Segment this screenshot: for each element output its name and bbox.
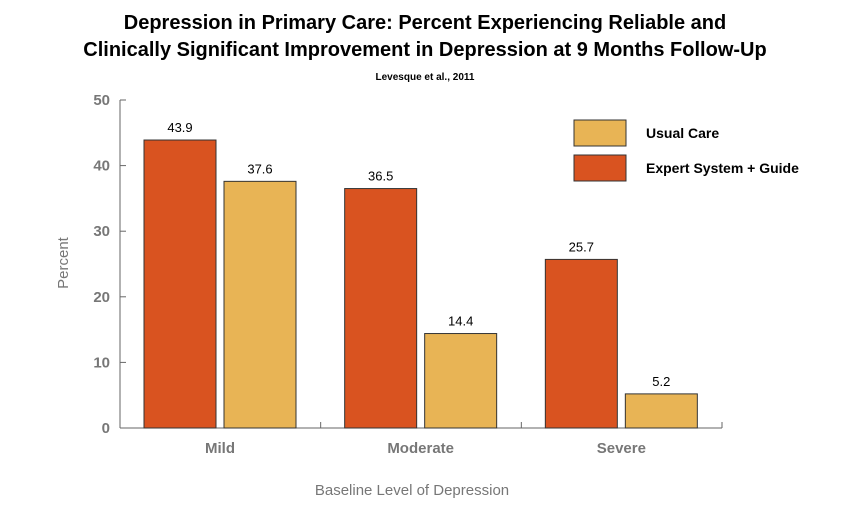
chart-title-line-1: Depression in Primary Care: Percent Expe… bbox=[124, 12, 726, 34]
legend-swatch bbox=[573, 154, 627, 182]
y-tick-label: 40 bbox=[93, 158, 110, 175]
y-tick-label: 0 bbox=[102, 420, 110, 437]
bar-severe-usual-care bbox=[624, 393, 698, 429]
bar-severe-expert-system-guide bbox=[544, 258, 618, 429]
bar-mild-expert-system-guide bbox=[143, 139, 217, 429]
bar-value-label: 14.4 bbox=[448, 314, 473, 329]
legend-label: Expert System + Guide bbox=[646, 160, 799, 176]
bar-mild-usual-care bbox=[223, 180, 297, 429]
x-category-label: Moderate bbox=[387, 440, 454, 457]
y-tick-label: 30 bbox=[93, 223, 110, 240]
bars: 43.9 37.6 36.5 14.4 25.7 5.2 bbox=[143, 120, 698, 429]
chart-title-line-2: Clinically Significant Improvement in De… bbox=[83, 39, 766, 61]
x-category-label: Severe bbox=[597, 440, 646, 457]
x-axis-title: Baseline Level of Depression bbox=[315, 482, 509, 499]
bar-value-label: 36.5 bbox=[368, 169, 393, 184]
x-category-label: Mild bbox=[205, 440, 235, 457]
legend: Usual Care Expert System + Guide bbox=[573, 119, 799, 182]
axes: 0 10 20 30 40 50 Mild Moderate Severe bbox=[93, 92, 723, 457]
y-tick-label: 50 bbox=[93, 92, 110, 109]
y-tick-label: 10 bbox=[93, 354, 110, 371]
bar-value-label: 43.9 bbox=[167, 120, 192, 135]
y-tick-label: 20 bbox=[93, 289, 110, 306]
chart-subtitle: Levesque et al., 2011 bbox=[376, 72, 475, 83]
legend-label: Usual Care bbox=[646, 125, 719, 141]
bar-value-label: 5.2 bbox=[652, 374, 670, 389]
bar-moderate-usual-care bbox=[424, 333, 498, 429]
legend-swatch bbox=[573, 119, 627, 147]
bar-value-label: 25.7 bbox=[569, 239, 594, 254]
bar-moderate-expert-system-guide bbox=[344, 188, 418, 429]
bar-value-label: 37.6 bbox=[247, 161, 272, 176]
y-axis-title: Percent bbox=[55, 236, 72, 289]
